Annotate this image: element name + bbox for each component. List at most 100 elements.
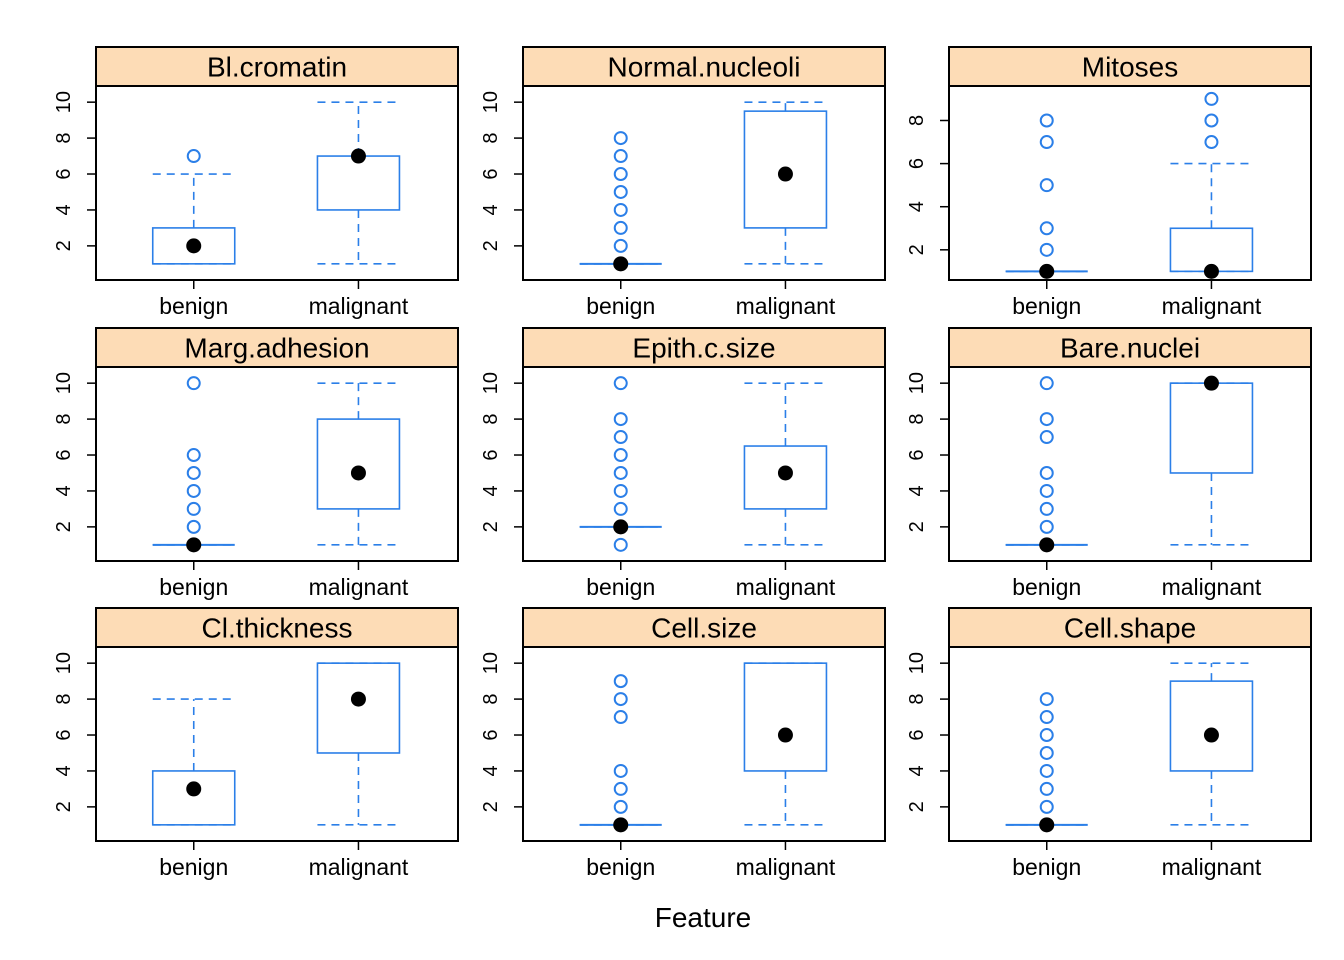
box-benign [1005, 113, 1088, 279]
outlier-point [186, 483, 201, 498]
category-label: benign [586, 854, 655, 880]
category-label: benign [1012, 574, 1081, 600]
outlier-point [1039, 501, 1054, 516]
box-iqr [743, 445, 828, 510]
outlier-point [1039, 710, 1054, 725]
y-tick-label: 4 [53, 485, 75, 496]
median-point [777, 465, 793, 481]
y-tick-label: 6 [53, 729, 75, 740]
outlier-point [1039, 763, 1054, 778]
outlier-point [613, 448, 628, 463]
outlier-point [186, 448, 201, 463]
category-label: malignant [309, 293, 409, 319]
y-tick-label: 6 [480, 449, 502, 460]
outlier-point [1039, 745, 1054, 760]
panel-cell-size: Cell.size 2 4 6 8 10 benign malignant [480, 607, 886, 880]
y-tick-label: 8 [480, 133, 502, 144]
box-malignant [316, 662, 401, 826]
median-point [777, 727, 793, 743]
outlier-point [1039, 430, 1054, 445]
panel-title: Cl.thickness [202, 613, 353, 644]
outlier-point [1204, 113, 1219, 128]
y-tick-label: 4 [53, 204, 75, 215]
outlier-point [613, 501, 628, 516]
outlier-point [613, 430, 628, 445]
box-malignant [1169, 662, 1254, 826]
box-iqr [151, 770, 236, 826]
y-tick-label: 2 [53, 801, 75, 812]
outlier-point [613, 537, 628, 552]
box-benign [579, 674, 662, 833]
median-point [350, 465, 366, 481]
panel-bl-cromatin: Bl.cromatin 2 4 6 8 10 benign malignant [53, 46, 459, 319]
y-tick-label: 10 [906, 652, 928, 674]
outlier-point [613, 238, 628, 253]
median-point [186, 537, 202, 553]
category-label: benign [586, 574, 655, 600]
median-point [186, 781, 202, 797]
outlier-point [613, 376, 628, 391]
y-tick-label: 10 [53, 652, 75, 674]
y-tick-label: 8 [906, 115, 928, 126]
box-benign [152, 376, 235, 553]
box-malignant [743, 382, 828, 546]
box-benign [151, 149, 236, 265]
y-tick-label: 8 [53, 133, 75, 144]
y-tick-label: 8 [53, 694, 75, 705]
box-iqr [743, 662, 828, 772]
category-label: malignant [1162, 854, 1262, 880]
y-tick-label: 4 [480, 204, 502, 215]
category-label: benign [1012, 293, 1081, 319]
y-tick-label: 6 [480, 729, 502, 740]
box-benign [151, 698, 236, 826]
box-iqr [316, 155, 401, 211]
median-point [1203, 375, 1219, 391]
y-tick-label: 8 [906, 694, 928, 705]
outlier-point [613, 149, 628, 164]
y-tick-label: 6 [53, 449, 75, 460]
outlier-point [1039, 113, 1054, 128]
y-tick-label: 4 [906, 765, 928, 776]
outlier-point [1039, 465, 1054, 480]
y-tick-label: 10 [53, 372, 75, 394]
y-tick-label: 10 [53, 91, 75, 113]
category-label: malignant [309, 574, 409, 600]
category-label: benign [159, 574, 228, 600]
outlier-point [613, 763, 628, 778]
panel-frame [522, 85, 886, 281]
y-tick-label: 10 [480, 652, 502, 674]
outlier-point [1039, 692, 1054, 707]
median-point [1039, 263, 1055, 279]
median-point [1039, 817, 1055, 833]
panel-frame [522, 366, 886, 562]
median-point [613, 256, 629, 272]
outlier-point [613, 167, 628, 182]
category-label: malignant [1162, 293, 1262, 319]
median-point [350, 691, 366, 707]
y-tick-label: 2 [906, 521, 928, 532]
panel-title: Mitoses [1082, 52, 1178, 83]
panel-title: Bl.cromatin [207, 52, 347, 83]
outlier-point [613, 781, 628, 796]
outlier-point [613, 131, 628, 146]
y-tick-label: 10 [480, 372, 502, 394]
outlier-point [613, 465, 628, 480]
median-point [1203, 727, 1219, 743]
x-axis-title: Feature [655, 902, 752, 933]
panel-strip [522, 327, 886, 368]
box-malignant [316, 382, 401, 546]
median-point [1039, 537, 1055, 553]
box-benign [579, 376, 662, 552]
box-iqr [743, 110, 828, 229]
box-benign [1005, 376, 1088, 553]
outlier-point [613, 710, 628, 725]
outlier-point [1039, 799, 1054, 814]
outlier-point [1039, 483, 1054, 498]
category-label: malignant [309, 854, 409, 880]
y-tick-label: 6 [906, 158, 928, 169]
panel-frame [95, 85, 459, 281]
outlier-point [613, 202, 628, 217]
outlier-point [1039, 135, 1054, 150]
category-label: malignant [736, 854, 836, 880]
box-malignant [316, 101, 401, 265]
